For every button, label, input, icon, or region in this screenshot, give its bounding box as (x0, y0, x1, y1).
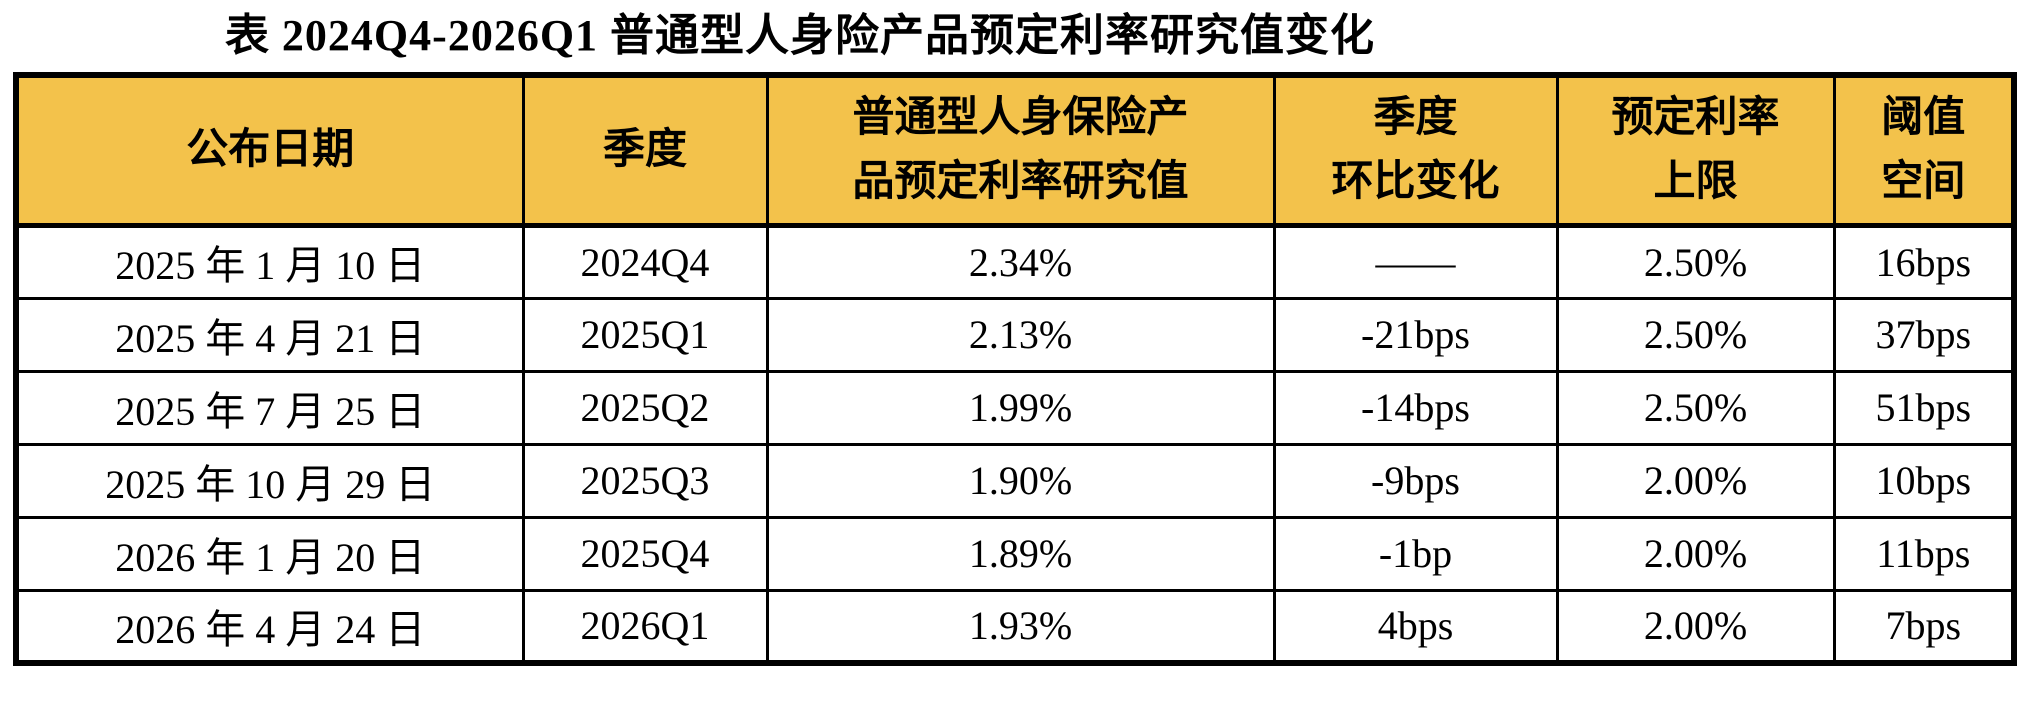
header-publish-date: 公布日期 (14, 73, 525, 228)
research-value-cell: 1.90% (765, 442, 1276, 519)
date-cell: 2026 年 4 月 24 日 (14, 588, 525, 665)
rate-cap-cell: 2.00% (1555, 588, 1836, 665)
table-row: 2025 年 10 月 29 日 2025Q3 1.90% -9bps 2.00… (14, 442, 2016, 519)
table-header: 公布日期 季度 普通型人身保险产 品预定利率研究值 季度 环比变化 (14, 73, 2016, 228)
threshold-space-cell: 7bps (1832, 588, 2016, 665)
rate-cap-cell: 2.50% (1555, 223, 1836, 300)
quarter-cell: 2025Q4 (521, 515, 769, 592)
header-threshold-space-line2: 空间 (1881, 159, 1966, 206)
header-research-value: 普通型人身保险产 品预定利率研究值 (765, 73, 1276, 228)
quarter-cell: 2025Q3 (521, 442, 769, 519)
qoq-change-cell: -21bps (1272, 296, 1559, 373)
qoq-change-cell: -1bp (1272, 515, 1559, 592)
research-value-cell: 1.99% (765, 369, 1276, 446)
date-cell: 2025 年 10 月 29 日 (14, 442, 525, 519)
threshold-space-cell: 37bps (1832, 296, 2016, 373)
header-research-value-line2: 品预定利率研究值 (852, 159, 1189, 206)
header-row: 公布日期 季度 普通型人身保险产 品预定利率研究值 季度 环比变化 (14, 73, 2016, 228)
rate-cap-cell: 2.00% (1555, 515, 1836, 592)
quarter-cell: 2026Q1 (521, 588, 769, 665)
qoq-change-cell: -9bps (1272, 442, 1559, 519)
header-rate-cap-line1: 预定利率 (1611, 95, 1780, 142)
table-title: 表 2024Q4-2026Q1 普通型人身险产品预定利率研究值变化 (224, 11, 1376, 60)
qoq-change-cell: 4bps (1272, 588, 1559, 665)
rate-cap-cell: 2.50% (1555, 296, 1836, 373)
header-quarter-label: 季度 (602, 127, 687, 174)
threshold-space-cell: 10bps (1832, 442, 2016, 519)
research-value-cell: 2.34% (765, 223, 1276, 300)
quarter-cell: 2024Q4 (521, 223, 769, 300)
table-row: 2026 年 1 月 20 日 2025Q4 1.89% -1bp 2.00% … (14, 515, 2016, 592)
header-publish-date-label: 公布日期 (186, 127, 355, 174)
header-quarter: 季度 (521, 73, 769, 228)
date-cell: 2025 年 7 月 25 日 (14, 369, 525, 446)
research-value-cell: 1.93% (765, 588, 1276, 665)
header-qoq-change-line2: 环比变化 (1331, 159, 1500, 206)
threshold-space-cell: 11bps (1832, 515, 2016, 592)
threshold-space-cell: 51bps (1832, 369, 2016, 446)
table-body: 2025 年 1 月 10 日 2024Q4 2.34% —— 2.50% 16… (14, 223, 2016, 665)
date-cell: 2026 年 1 月 20 日 (14, 515, 525, 592)
header-threshold-space-line1: 阈值 (1881, 95, 1966, 142)
date-cell: 2025 年 4 月 21 日 (14, 296, 525, 373)
table-row: 2025 年 4 月 21 日 2025Q1 2.13% -21bps 2.50… (14, 296, 2016, 373)
header-rate-cap: 预定利率 上限 (1555, 73, 1836, 228)
research-value-cell: 2.13% (765, 296, 1276, 373)
header-qoq-change-line1: 季度 (1373, 95, 1458, 142)
quarter-cell: 2025Q2 (521, 369, 769, 446)
header-rate-cap-line2: 上限 (1653, 159, 1738, 206)
rate-cap-cell: 2.00% (1555, 442, 1836, 519)
header-qoq-change: 季度 环比变化 (1272, 73, 1559, 228)
date-cell: 2025 年 1 月 10 日 (14, 223, 525, 300)
rate-table: 公布日期 季度 普通型人身保险产 品预定利率研究值 季度 环比变化 (13, 72, 2017, 666)
header-threshold-space: 阈值 空间 (1832, 73, 2016, 228)
table-row: 2025 年 1 月 10 日 2024Q4 2.34% —— 2.50% 16… (14, 223, 2016, 300)
quarter-cell: 2025Q1 (521, 296, 769, 373)
qoq-change-cell: -14bps (1272, 369, 1559, 446)
table-row: 2025 年 7 月 25 日 2025Q2 1.99% -14bps 2.50… (14, 369, 2016, 446)
threshold-space-cell: 16bps (1832, 223, 2016, 300)
rate-cap-cell: 2.50% (1555, 369, 1836, 446)
research-value-cell: 1.89% (765, 515, 1276, 592)
header-research-value-line1: 普通型人身保险产 (852, 95, 1189, 142)
qoq-change-cell: —— (1272, 223, 1559, 300)
table-row: 2026 年 4 月 24 日 2026Q1 1.93% 4bps 2.00% … (14, 588, 2016, 665)
